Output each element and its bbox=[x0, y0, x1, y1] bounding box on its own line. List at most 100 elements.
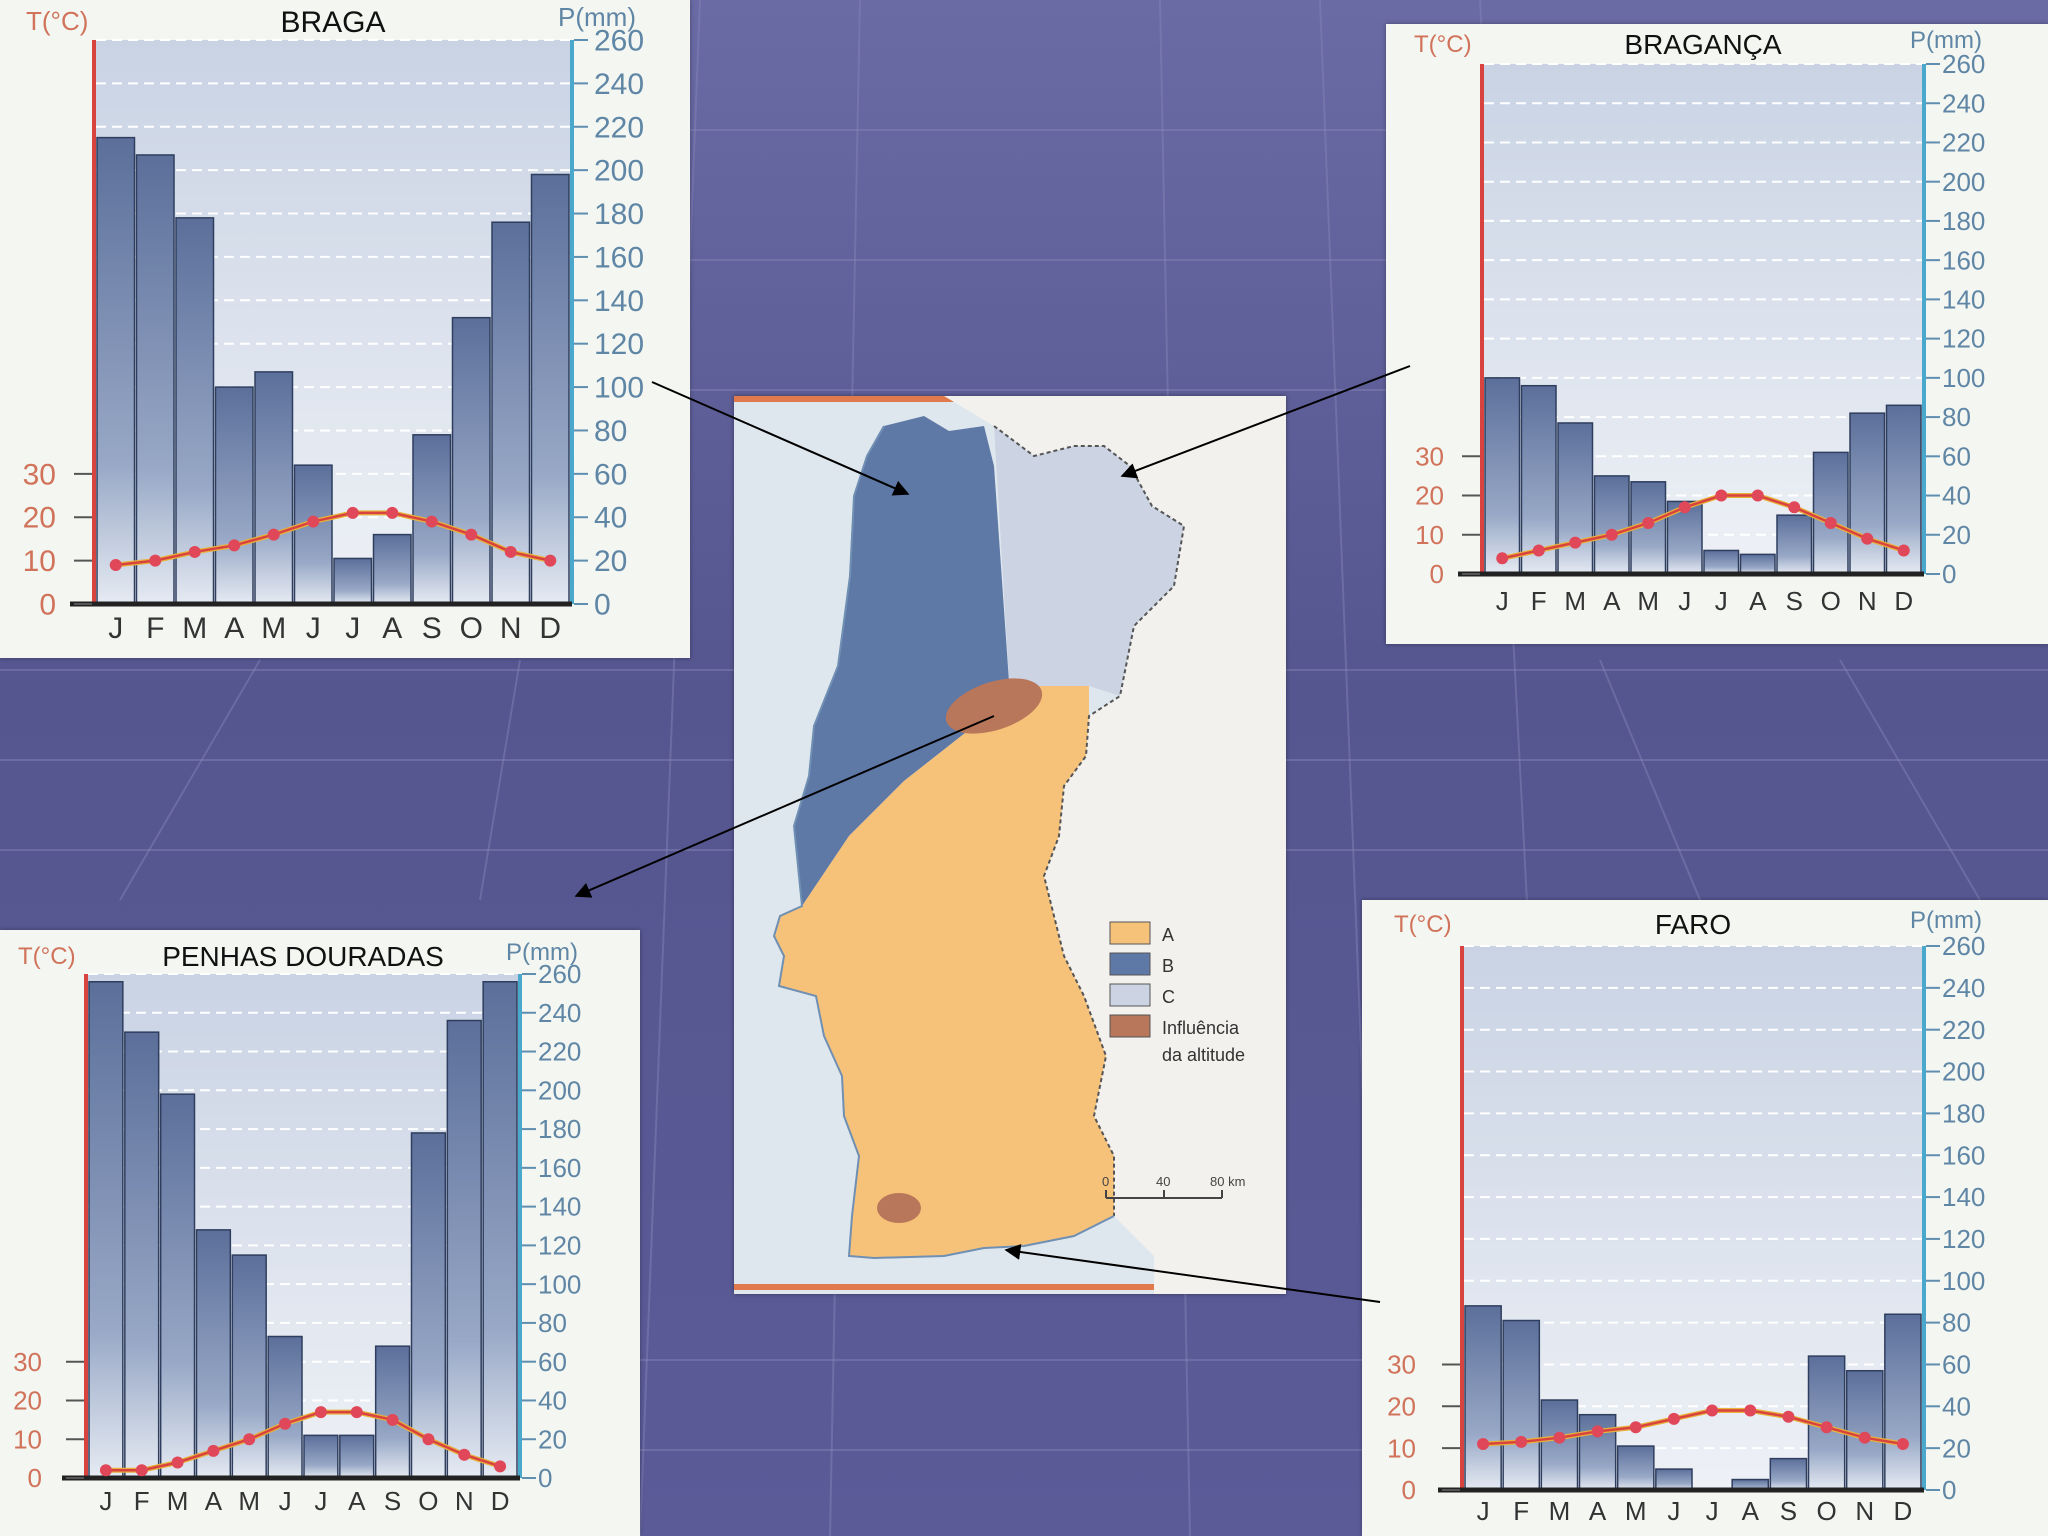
month-label-4: A bbox=[1603, 586, 1621, 616]
temp-point-11 bbox=[504, 545, 517, 558]
precip-bar-10 bbox=[1812, 451, 1849, 575]
temp-point-9 bbox=[1788, 501, 1801, 514]
temp-point-5 bbox=[243, 1433, 256, 1446]
temp-point-12 bbox=[1896, 1437, 1909, 1450]
precip-tick-label: 0 bbox=[1942, 559, 1956, 589]
precip-tick-label: 0 bbox=[538, 1463, 552, 1493]
precip-tick-label: 240 bbox=[538, 998, 581, 1028]
temp-tick-label: 0 bbox=[1402, 1475, 1416, 1505]
temp-point-5 bbox=[267, 528, 280, 541]
temp-point-3 bbox=[1569, 536, 1582, 549]
precip-bar-5 bbox=[254, 371, 294, 605]
month-label-10: O bbox=[1816, 1496, 1836, 1526]
temp-point-2 bbox=[135, 1464, 148, 1477]
month-label-5: M bbox=[1637, 586, 1659, 616]
temp-point-4 bbox=[1605, 528, 1618, 541]
legend-label-c: C bbox=[1162, 987, 1175, 1007]
month-label-7: J bbox=[1715, 586, 1728, 616]
temp-tick-label: 10 bbox=[13, 1424, 42, 1454]
precip-tick-label: 80 bbox=[1942, 402, 1971, 432]
precip-bar-3 bbox=[175, 217, 215, 605]
temp-tick-label: 20 bbox=[13, 1386, 42, 1416]
temp-tick-label: 20 bbox=[23, 502, 56, 535]
month-label-6: J bbox=[306, 612, 321, 645]
temp-point-7 bbox=[1706, 1404, 1719, 1417]
precip-tick-label: 60 bbox=[1942, 1350, 1971, 1380]
precip-tick-label: 220 bbox=[1942, 128, 1985, 158]
temp-point-7 bbox=[346, 506, 359, 519]
month-label-2: F bbox=[146, 612, 164, 645]
precip-tick-label: 20 bbox=[1942, 1433, 1971, 1463]
month-label-10: O bbox=[460, 612, 483, 645]
plot-area bbox=[88, 974, 518, 1478]
precip-tick-label: 200 bbox=[1942, 1057, 1985, 1087]
month-label-2: F bbox=[1531, 586, 1547, 616]
precip-tick-label: 240 bbox=[1942, 973, 1985, 1003]
precip-bar-8 bbox=[339, 1434, 375, 1479]
temp-axis-label: T(°C) bbox=[18, 943, 76, 970]
precip-tick-label: 80 bbox=[1942, 1308, 1971, 1338]
temp-point-12 bbox=[494, 1460, 507, 1473]
temp-point-9 bbox=[386, 1413, 399, 1426]
month-label-11: N bbox=[500, 612, 522, 645]
temp-point-5 bbox=[1629, 1421, 1642, 1434]
temp-tick-label: 20 bbox=[1415, 481, 1444, 511]
precip-tick-label: 120 bbox=[1942, 1224, 1985, 1254]
temp-line bbox=[1483, 1409, 1904, 1446]
temp-point-4 bbox=[207, 1444, 220, 1457]
month-label-5: M bbox=[238, 1486, 260, 1516]
month-label-1: J bbox=[1496, 586, 1509, 616]
region-c bbox=[994, 426, 1184, 696]
legend-label-a: A bbox=[1162, 925, 1174, 945]
temp-point-10 bbox=[422, 1433, 435, 1446]
precip-bar-9 bbox=[1769, 1457, 1808, 1491]
month-label-4: A bbox=[1589, 1496, 1607, 1526]
month-label-12: D bbox=[539, 612, 561, 645]
precip-bar-3 bbox=[1557, 422, 1594, 575]
temp-point-8 bbox=[1751, 489, 1764, 502]
month-label-11: N bbox=[1855, 1496, 1874, 1526]
precip-tick-label: 180 bbox=[1942, 1098, 1985, 1128]
month-label-11: N bbox=[455, 1486, 474, 1516]
month-label-9: S bbox=[384, 1486, 401, 1516]
temp-point-7 bbox=[314, 1406, 327, 1419]
precip-tick-label: 100 bbox=[1942, 363, 1985, 393]
precip-tick-label: 220 bbox=[594, 111, 644, 144]
precip-tick-label: 80 bbox=[594, 415, 627, 448]
temp-axis-label: T(°C) bbox=[26, 6, 88, 36]
chart-title-braga: BRAGA bbox=[280, 6, 385, 39]
temp-point-12 bbox=[1897, 544, 1910, 557]
legend-label-altitude-2: da altitude bbox=[1162, 1045, 1245, 1065]
temp-tick-label: 30 bbox=[1387, 1350, 1416, 1380]
precip-bar-12 bbox=[530, 173, 570, 605]
plot-area bbox=[1464, 946, 1922, 1490]
precip-tick-label: 160 bbox=[1942, 1140, 1985, 1170]
precip-tick-label: 140 bbox=[1942, 284, 1985, 314]
temp-point-6 bbox=[1667, 1412, 1680, 1425]
month-label-2: F bbox=[1513, 1496, 1529, 1526]
precip-bar-11 bbox=[1849, 412, 1886, 575]
precip-bar-4 bbox=[1593, 475, 1630, 575]
scale-label-40: 40 bbox=[1156, 1174, 1170, 1189]
precip-bar-4 bbox=[195, 1229, 232, 1479]
precip-tick-label: 160 bbox=[1942, 245, 1985, 275]
precip-axis-label: P(mm) bbox=[1910, 27, 1982, 54]
month-label-12: D bbox=[1894, 1496, 1913, 1526]
precip-axis-label: P(mm) bbox=[1910, 907, 1982, 934]
temp-tick-label: 10 bbox=[1415, 520, 1444, 550]
month-label-3: M bbox=[182, 612, 207, 645]
temp-point-1 bbox=[1477, 1437, 1490, 1450]
temp-line bbox=[1501, 494, 1905, 560]
precip-bar-6 bbox=[293, 464, 333, 605]
precip-tick-label: 100 bbox=[538, 1269, 581, 1299]
precip-tick-label: 40 bbox=[538, 1386, 567, 1416]
precip-tick-label: 200 bbox=[594, 155, 644, 188]
precip-bar-10 bbox=[451, 316, 491, 605]
precip-bar-9 bbox=[1776, 514, 1813, 575]
temp-line bbox=[115, 511, 551, 567]
precip-bar-1 bbox=[1484, 377, 1521, 575]
precip-tick-label: 260 bbox=[538, 959, 581, 989]
precip-bar-1 bbox=[1464, 1305, 1502, 1491]
month-label-6: J bbox=[279, 1486, 292, 1516]
precip-bar-2 bbox=[135, 154, 175, 605]
